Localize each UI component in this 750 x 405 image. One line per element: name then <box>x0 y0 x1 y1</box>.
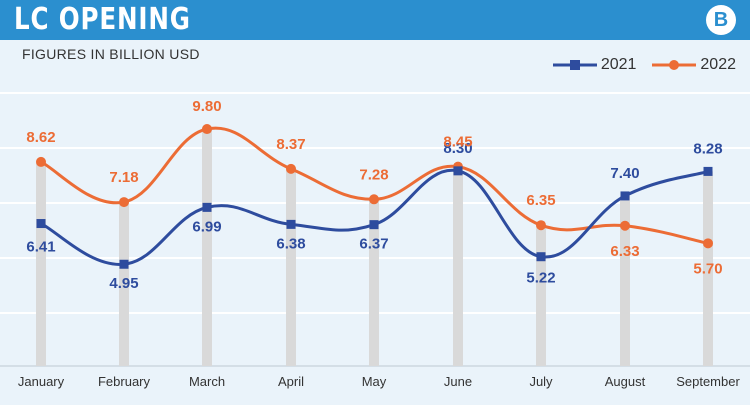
chart-subtitle: FIGURES IN BILLION USD <box>22 46 200 62</box>
x-tick-label-april: April <box>278 374 304 389</box>
legend-marker-2021-icon <box>552 60 597 70</box>
pillar-march <box>202 129 212 366</box>
value-label-2022-may: 7.28 <box>359 166 388 183</box>
pillar-february <box>119 202 129 366</box>
point-2021-august <box>620 191 630 201</box>
point-2022-july <box>536 220 546 231</box>
point-2021-june <box>453 166 463 176</box>
pillar-july <box>536 225 546 366</box>
pillar-january <box>36 161 46 366</box>
point-2022-september <box>703 238 713 249</box>
value-label-2021-may: 6.37 <box>359 236 388 253</box>
point-2022-march <box>202 124 212 135</box>
point-2022-april <box>286 163 296 174</box>
value-label-2022-september: 5.70 <box>693 260 722 277</box>
value-label-2021-january: 6.41 <box>26 239 55 256</box>
value-label-2021-july: 5.22 <box>526 270 555 287</box>
point-2021-july <box>536 252 546 262</box>
value-label-2021-february: 4.95 <box>109 275 138 292</box>
legend-marker-2022-icon <box>652 60 697 70</box>
point-2021-january <box>36 219 46 229</box>
x-tick-label-august: August <box>605 374 646 389</box>
series-line-2021 <box>40 168 709 266</box>
x-tick-label-june: June <box>444 374 472 389</box>
point-2022-february <box>119 197 129 208</box>
x-tick-label-january: January <box>18 374 65 389</box>
legend-item-2022: 2022 <box>652 56 736 74</box>
point-2021-march <box>202 202 212 212</box>
value-label-2022-august: 6.33 <box>610 243 639 260</box>
value-label-2021-august: 7.40 <box>610 165 639 182</box>
pillar-september <box>703 171 713 366</box>
value-label-2022-june: 8.45 <box>443 134 472 151</box>
page-title: LC OPENING <box>14 2 191 37</box>
value-label-2022-july: 6.35 <box>526 192 555 209</box>
value-label-2022-april: 8.37 <box>276 136 305 153</box>
pillar-april <box>286 168 296 366</box>
value-label-2022-march: 9.80 <box>192 98 221 115</box>
value-label-2021-june: 8.30 <box>443 140 472 157</box>
brand-logo-icon: B <box>706 5 736 35</box>
point-2022-august <box>620 220 630 231</box>
point-2021-may <box>369 220 379 230</box>
value-label-2022-february: 7.18 <box>109 169 138 186</box>
point-2022-may <box>369 194 379 205</box>
pillar-may <box>369 199 379 366</box>
pillars <box>36 129 713 366</box>
point-2021-april <box>286 219 296 229</box>
x-tick-label-september: September <box>676 374 740 389</box>
x-tick-label-may: May <box>362 374 387 389</box>
point-2021-february <box>119 259 129 269</box>
value-label-2021-march: 6.99 <box>192 218 221 235</box>
pillar-june <box>453 166 463 366</box>
value-label-2021-april: 6.38 <box>276 235 305 252</box>
legend-label-2022: 2022 <box>700 56 736 73</box>
legend: 2021 2022 <box>552 56 736 74</box>
point-2022-january <box>36 156 46 167</box>
x-tick-label-february: February <box>98 374 151 389</box>
point-2021-september <box>703 166 713 176</box>
value-label-2021-september: 8.28 <box>693 140 722 157</box>
header-bar: LC OPENING B <box>0 0 750 40</box>
pillar-august <box>620 195 630 366</box>
x-tick-label-july: July <box>529 374 553 389</box>
legend-label-2021: 2021 <box>600 56 637 73</box>
legend-item-2021: 2021 <box>552 56 637 74</box>
x-tick-label-march: March <box>189 374 225 389</box>
value-label-2022-january: 8.62 <box>26 129 55 146</box>
